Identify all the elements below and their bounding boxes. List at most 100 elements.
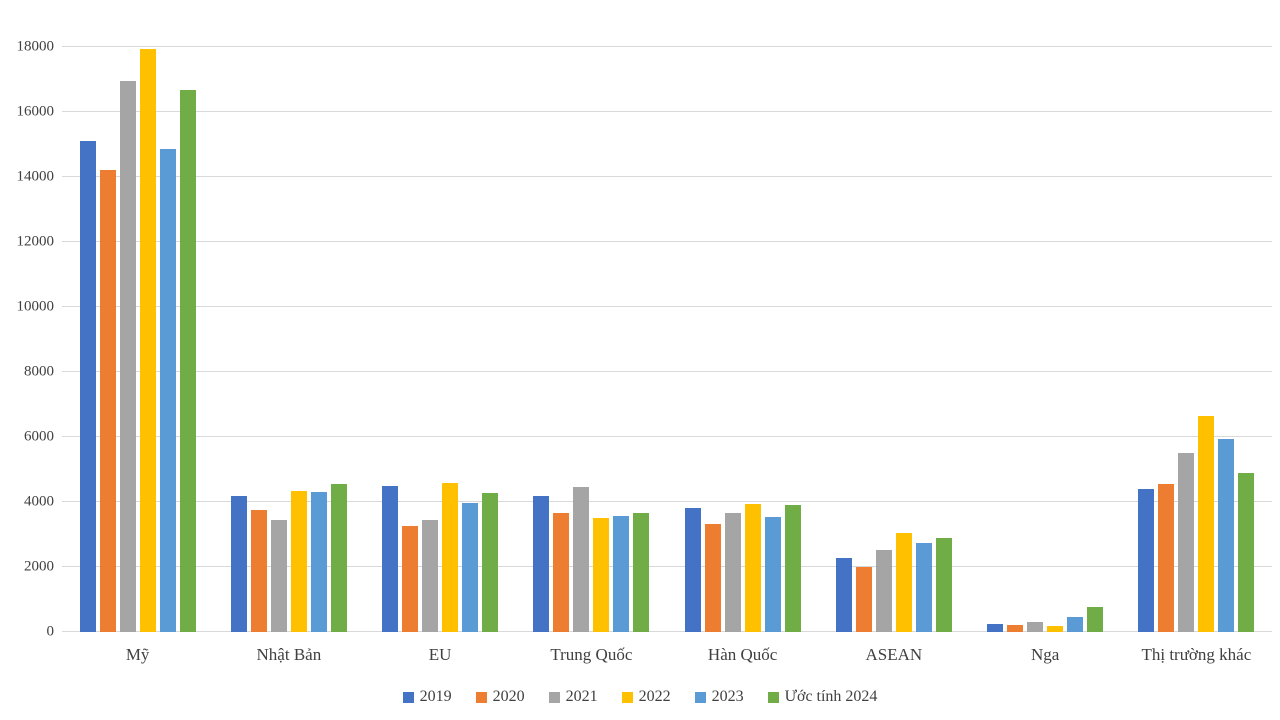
bar-2020 bbox=[1158, 484, 1175, 632]
x-axis-label: Mỹ bbox=[125, 645, 150, 664]
bar-2020 bbox=[1007, 624, 1024, 632]
bar-2019 bbox=[684, 507, 701, 632]
gridline bbox=[62, 371, 1272, 373]
gridline bbox=[62, 176, 1272, 177]
bar-ước-tính-2024 bbox=[784, 505, 801, 632]
bar-groups bbox=[62, 47, 1272, 632]
x-axis-label: Nga bbox=[1030, 645, 1060, 664]
bar-group-4 bbox=[516, 47, 667, 632]
legend-swatch-icon bbox=[694, 691, 706, 703]
bar-2021 bbox=[270, 519, 287, 632]
bar-ước-tính-2024 bbox=[1087, 606, 1104, 632]
plot-area bbox=[62, 46, 1272, 632]
x-axis-label: Thị trường khác bbox=[1141, 645, 1252, 664]
y-axis: 0 2000 4000 6000 8000 10000 12000 14000 16000 180… bbox=[0, 39, 55, 639]
bar-ước-tính-2024 bbox=[633, 513, 650, 632]
bar-2022 bbox=[139, 48, 156, 632]
y-tick-label: 14000 bbox=[16, 168, 55, 185]
gridlines bbox=[62, 46, 1272, 632]
x-axis-label: Nhật Bản bbox=[256, 645, 322, 664]
bar-2023 bbox=[915, 543, 932, 632]
bar-2022 bbox=[290, 490, 307, 632]
legend-item: 2022 bbox=[621, 688, 671, 706]
y-tick-label: 16000 bbox=[16, 103, 55, 120]
bar-group-6 bbox=[818, 47, 969, 632]
bar-2022 bbox=[1198, 415, 1215, 632]
bar-ước-tính-2024 bbox=[935, 537, 952, 632]
x-axis-label: Hàn Quốc bbox=[707, 645, 778, 664]
legend: 2019 2020 2021 2022 2023 Ước tính 2024 bbox=[0, 688, 1280, 706]
bar-2023 bbox=[462, 502, 479, 632]
bar-2021 bbox=[724, 513, 741, 632]
x-axis-label: ASEAN bbox=[865, 645, 923, 664]
bar-ước-tính-2024 bbox=[1238, 472, 1255, 632]
legend-item: Ước tính 2024 bbox=[767, 688, 878, 706]
x-axis: Mỹ Nhật Bản EU Trung Quốc Hàn Quốc ASEAN Nga Th… bbox=[62, 645, 1272, 665]
legend-swatch-icon bbox=[548, 691, 560, 703]
bar-2021 bbox=[422, 519, 439, 632]
legend-swatch-icon bbox=[621, 691, 633, 703]
x-axis-label: EU bbox=[428, 645, 452, 664]
gridline bbox=[62, 566, 1272, 568]
legend-label: 2021 bbox=[565, 688, 598, 705]
gridline bbox=[62, 436, 1272, 437]
y-tick-label: 0 bbox=[46, 623, 55, 640]
gridline bbox=[62, 241, 1272, 242]
y-tick-label: 18000 bbox=[16, 38, 55, 55]
legend-label: Ước tính 2024 bbox=[784, 688, 878, 705]
bar-2023 bbox=[159, 148, 176, 632]
bar-2023 bbox=[613, 516, 630, 632]
legend-item: 2019 bbox=[402, 688, 452, 706]
y-tick-label: 12000 bbox=[16, 233, 55, 250]
bar-2023 bbox=[764, 517, 781, 632]
bar-2020 bbox=[553, 513, 570, 632]
gridline bbox=[62, 111, 1272, 113]
bar-2021 bbox=[573, 487, 590, 632]
gridline bbox=[62, 501, 1272, 503]
bar-2019 bbox=[533, 495, 550, 632]
bar-2022 bbox=[895, 532, 912, 632]
bar-group-2 bbox=[213, 47, 364, 632]
y-tick-label: 4000 bbox=[24, 493, 54, 510]
bar-2020 bbox=[99, 169, 116, 632]
bar-group-1 bbox=[62, 47, 213, 632]
bar-2023 bbox=[310, 492, 327, 632]
legend-item: 2020 bbox=[475, 688, 525, 706]
bar-group-5 bbox=[667, 47, 818, 632]
bar-2022 bbox=[593, 518, 610, 632]
bar-ước-tính-2024 bbox=[330, 484, 347, 632]
bar-ước-tính-2024 bbox=[179, 90, 196, 632]
bar-2020 bbox=[402, 526, 419, 632]
y-tick-label: 10000 bbox=[16, 298, 55, 315]
bar-2023 bbox=[1218, 438, 1235, 632]
bar-group-8 bbox=[1121, 47, 1272, 632]
bar-2019 bbox=[230, 496, 247, 632]
bar-group-3 bbox=[365, 47, 516, 632]
bar-2021 bbox=[875, 549, 892, 632]
bar-2021 bbox=[1178, 453, 1195, 632]
y-tick-label: 2000 bbox=[24, 558, 54, 575]
bar-2023 bbox=[1067, 617, 1084, 632]
bar-ước-tính-2024 bbox=[482, 492, 499, 632]
bar-2020 bbox=[250, 510, 267, 632]
bar-2021 bbox=[1027, 622, 1044, 632]
bar-2019 bbox=[1138, 489, 1155, 632]
gridline bbox=[62, 46, 1272, 47]
legend-label: 2019 bbox=[419, 688, 452, 705]
legend-item: 2021 bbox=[548, 688, 598, 706]
bar-2019 bbox=[835, 557, 852, 632]
bar-2022 bbox=[744, 503, 761, 632]
bar-2021 bbox=[119, 81, 136, 632]
legend-label: 2020 bbox=[492, 688, 525, 705]
bar-2022 bbox=[1047, 626, 1064, 632]
legend-label: 2022 bbox=[638, 688, 671, 705]
bar-2019 bbox=[987, 623, 1004, 632]
legend-item: 2023 bbox=[694, 688, 744, 706]
legend-label: 2023 bbox=[711, 688, 744, 705]
bar-2019 bbox=[79, 141, 96, 632]
bar-group-7 bbox=[970, 47, 1121, 632]
bar-2020 bbox=[704, 523, 721, 632]
bar-2020 bbox=[855, 567, 872, 632]
gridline bbox=[62, 306, 1272, 307]
